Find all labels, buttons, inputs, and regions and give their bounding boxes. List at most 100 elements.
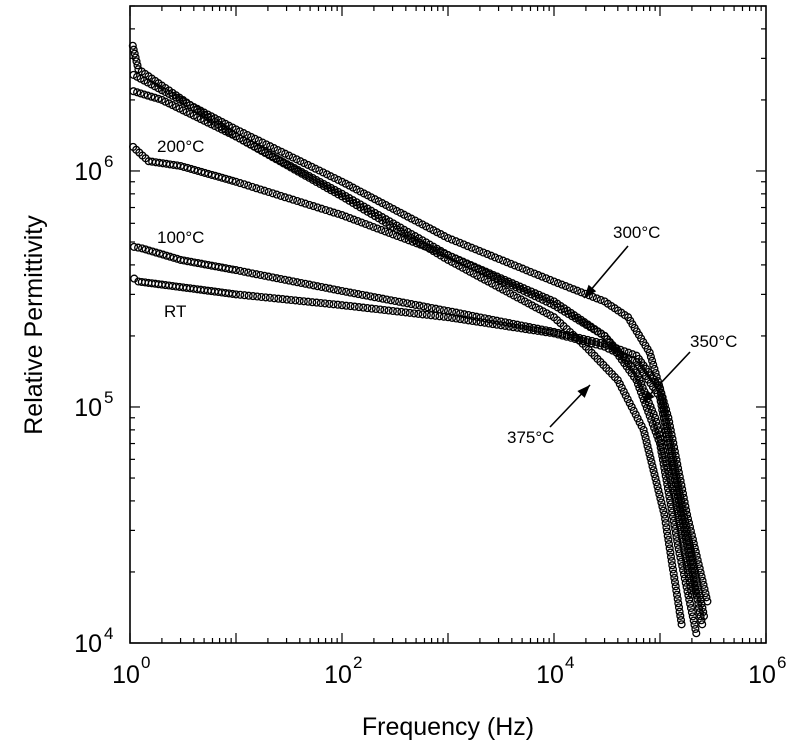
data-point bbox=[533, 324, 542, 333]
data-point bbox=[354, 290, 363, 299]
data-point bbox=[695, 564, 704, 573]
data-point bbox=[684, 518, 694, 527]
data-point bbox=[264, 187, 273, 197]
data-point bbox=[666, 552, 676, 561]
data-point bbox=[381, 227, 390, 236]
data-point bbox=[697, 616, 706, 625]
data-point bbox=[659, 506, 668, 515]
data-point bbox=[309, 281, 318, 290]
data-point bbox=[501, 318, 510, 327]
data-point bbox=[414, 309, 423, 318]
data-point bbox=[624, 348, 633, 357]
data-point bbox=[513, 320, 522, 329]
data-point bbox=[531, 292, 540, 301]
data-point bbox=[669, 488, 678, 497]
data-point bbox=[448, 313, 457, 322]
data-point bbox=[309, 202, 318, 211]
axis-ticks bbox=[129, 5, 767, 644]
data-point bbox=[280, 193, 289, 202]
y-tick-label-exponent: 4 bbox=[104, 624, 113, 643]
data-point bbox=[320, 299, 330, 308]
data-point bbox=[466, 261, 475, 270]
data-point bbox=[452, 308, 461, 317]
data-point bbox=[682, 562, 691, 571]
data-point bbox=[700, 584, 709, 594]
data-point bbox=[228, 289, 237, 298]
data-point bbox=[686, 599, 695, 608]
data-point bbox=[431, 304, 440, 313]
data-point bbox=[687, 531, 696, 540]
data-point bbox=[692, 591, 701, 600]
data-point bbox=[304, 297, 313, 306]
data-point bbox=[337, 211, 347, 220]
data-point bbox=[668, 434, 677, 443]
data-point bbox=[471, 245, 480, 254]
data-point bbox=[518, 264, 527, 273]
data-point bbox=[525, 323, 534, 332]
data-point bbox=[587, 336, 596, 345]
x-tick-label: 10 bbox=[536, 661, 564, 689]
data-point bbox=[695, 607, 704, 617]
x-tick-label: 10 bbox=[324, 661, 352, 689]
data-point bbox=[641, 433, 650, 442]
data-point bbox=[349, 215, 358, 224]
data-point bbox=[648, 462, 657, 471]
data-point bbox=[654, 426, 663, 435]
data-point bbox=[665, 544, 674, 553]
data-point bbox=[395, 297, 404, 306]
data-point bbox=[468, 316, 477, 326]
data-point bbox=[657, 389, 666, 398]
data-point bbox=[687, 586, 696, 595]
data-point bbox=[333, 209, 342, 218]
annotation-label: 375°C bbox=[507, 428, 554, 447]
data-point bbox=[663, 409, 672, 418]
data-point bbox=[382, 295, 391, 304]
data-point bbox=[476, 313, 485, 322]
data-point bbox=[403, 299, 412, 308]
data-point bbox=[675, 472, 684, 481]
data-point bbox=[276, 274, 285, 284]
data-point bbox=[393, 307, 402, 316]
y-tick-label-exponent: 5 bbox=[104, 388, 113, 407]
data-point bbox=[675, 517, 684, 526]
data-point bbox=[675, 521, 684, 530]
data-point bbox=[370, 293, 379, 302]
data-point bbox=[701, 589, 710, 598]
data-point bbox=[505, 319, 514, 328]
data-point bbox=[329, 285, 338, 294]
data-point bbox=[483, 250, 492, 259]
data-point bbox=[677, 620, 686, 629]
data-point bbox=[658, 442, 667, 451]
data-point bbox=[538, 272, 547, 281]
data-point bbox=[661, 455, 670, 464]
data-point bbox=[362, 291, 371, 300]
data-point bbox=[376, 305, 385, 314]
data-point bbox=[565, 283, 574, 292]
data-point bbox=[299, 297, 308, 306]
data-point bbox=[660, 401, 669, 410]
data-point bbox=[423, 303, 432, 312]
data-point bbox=[492, 316, 501, 325]
data-point bbox=[687, 590, 696, 599]
data-point bbox=[145, 246, 154, 255]
data-point bbox=[669, 569, 678, 578]
data-point bbox=[549, 327, 559, 336]
data-point bbox=[690, 620, 699, 629]
data-point bbox=[668, 484, 677, 493]
data-point bbox=[231, 290, 241, 299]
data-point bbox=[295, 296, 304, 305]
data-point bbox=[313, 203, 322, 212]
data-point bbox=[248, 292, 258, 301]
data-point bbox=[353, 216, 362, 226]
annotation-arrowhead bbox=[642, 390, 655, 403]
data-point bbox=[660, 467, 670, 477]
data-point bbox=[549, 277, 559, 286]
data-point bbox=[131, 53, 140, 62]
data-point bbox=[517, 321, 526, 330]
data-point bbox=[673, 509, 682, 518]
data-point bbox=[488, 315, 497, 324]
data-point bbox=[312, 298, 321, 307]
data-point bbox=[703, 597, 712, 606]
data-point bbox=[270, 294, 279, 303]
data-point bbox=[140, 90, 149, 99]
